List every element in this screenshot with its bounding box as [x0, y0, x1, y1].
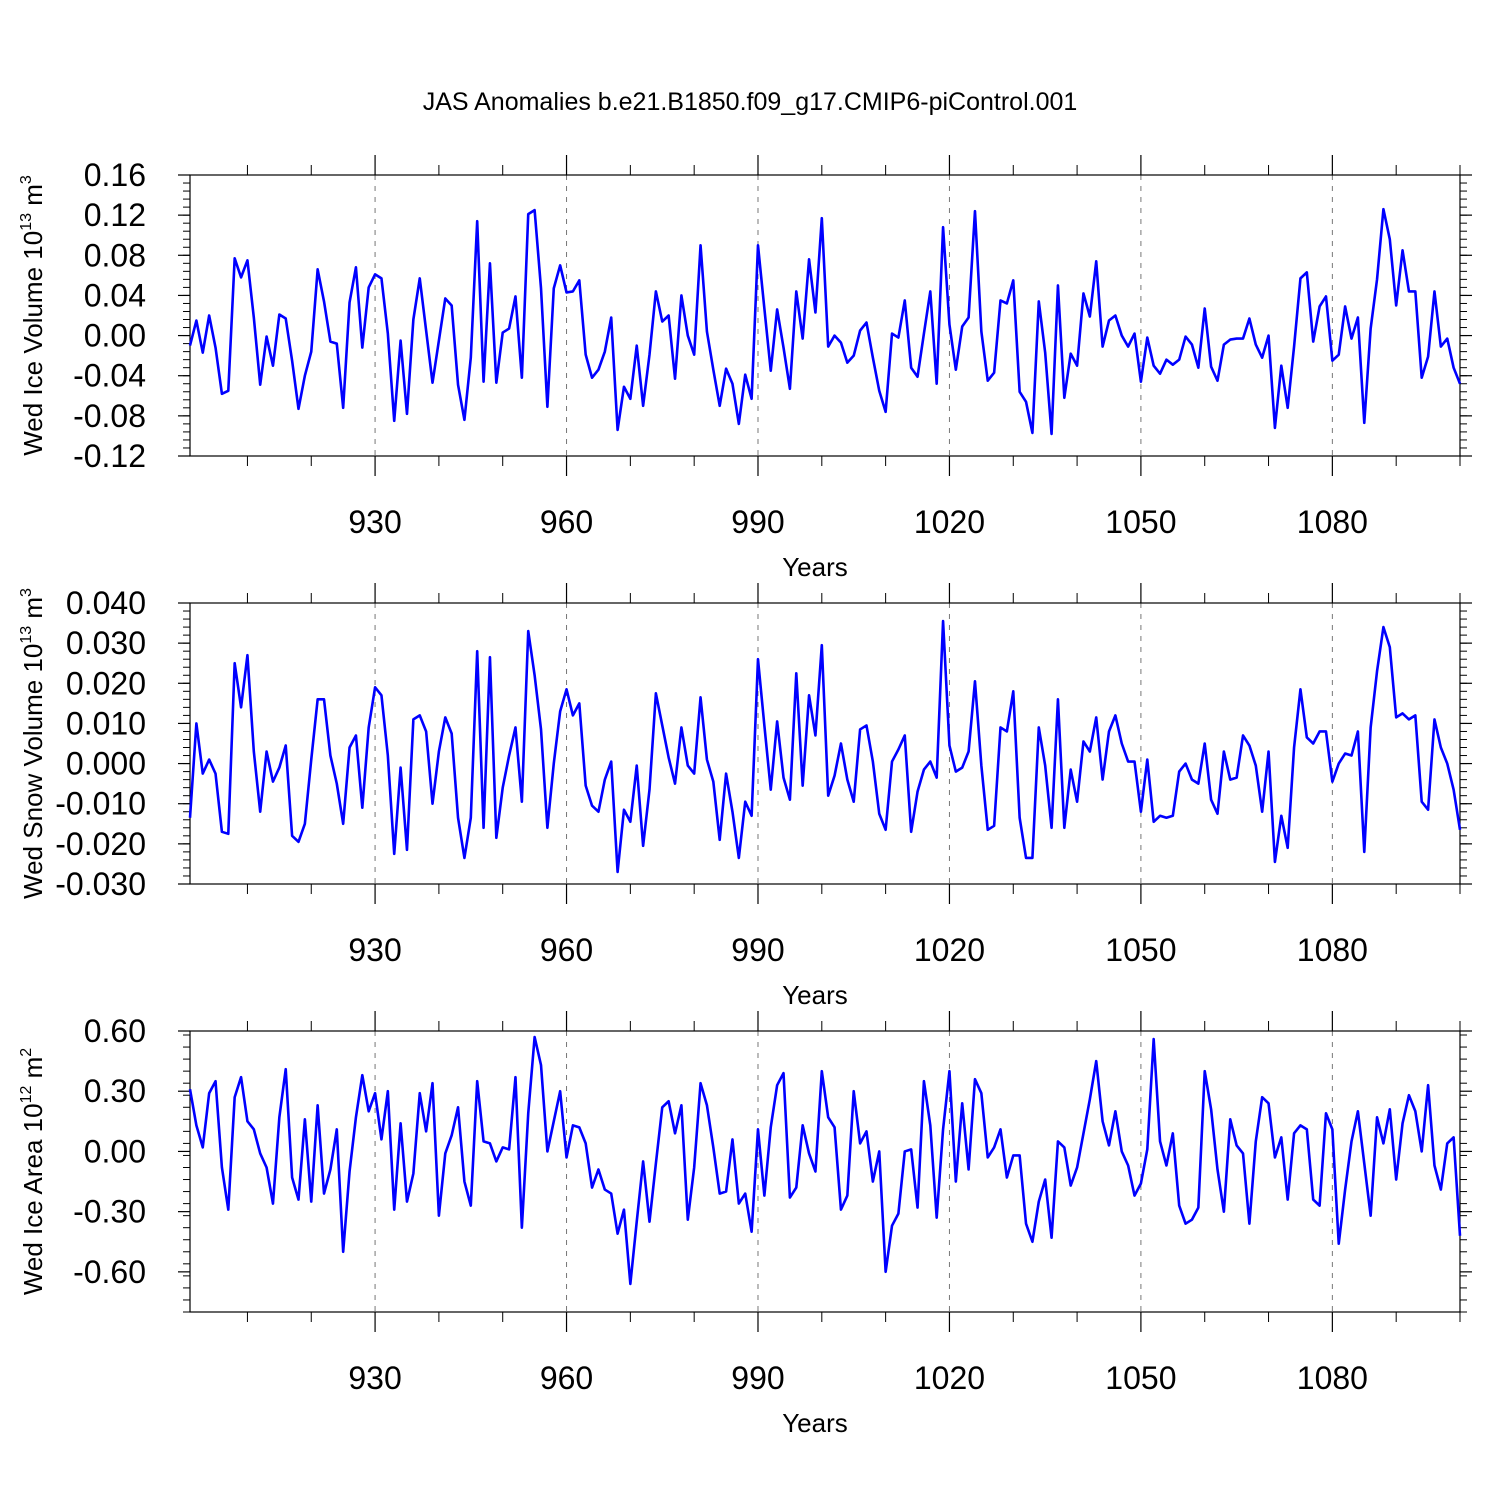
- y-tick-label: 0.12: [84, 197, 146, 233]
- x-tick-label: 990: [731, 1360, 784, 1396]
- x-tick-label: 990: [731, 504, 784, 540]
- y-axis-label-exponent: 12: [18, 1086, 35, 1104]
- x-tick-label: 1050: [1105, 1360, 1176, 1396]
- x-axis-label: Years: [782, 552, 848, 582]
- y-tick-label: 0.00: [84, 318, 146, 354]
- y-tick-label: -0.08: [73, 398, 146, 434]
- y-tick-label: 0.020: [66, 665, 146, 701]
- panel-snow-volume: 930 960 990 1020 1050 1080 -0.030 -0.020 -0.010 0…: [18, 583, 1472, 1010]
- x-tick-label: 1020: [914, 504, 985, 540]
- series-line-ice-volume: [188, 207, 1462, 436]
- panels-group: 930 960 990 1020 1050 1080 -0.12 -0.08 -0.04 0.00…: [18, 155, 1472, 1438]
- x-tick-label: 1080: [1297, 1360, 1368, 1396]
- y-axis-label-unit: m: [18, 1057, 48, 1086]
- x-axis-label: Years: [782, 1408, 848, 1438]
- y-tick-label: 0.16: [84, 157, 146, 193]
- y-tick-label: 0.30: [84, 1073, 146, 1109]
- x-tick-label: 1080: [1297, 932, 1368, 968]
- y-tick-label: -0.04: [73, 358, 146, 394]
- y-axis-label-unit: m: [18, 597, 48, 626]
- x-tick-label: 930: [348, 1360, 401, 1396]
- y-axis-label-unit: m: [18, 184, 48, 213]
- y-tick-label: -0.030: [55, 866, 146, 902]
- y-axis-label-unit-exponent: 3: [18, 588, 35, 597]
- y-axis-label-unit-exponent: 2: [18, 1048, 35, 1057]
- x-tick-label: 1020: [914, 1360, 985, 1396]
- plot-frame: [189, 1030, 1461, 1313]
- x-tick-label: 1080: [1297, 504, 1368, 540]
- y-tick-label: 0.04: [84, 277, 146, 313]
- x-tick-label: 1050: [1105, 504, 1176, 540]
- x-tick-label: 1020: [914, 932, 985, 968]
- y-tick-label: 0.000: [66, 746, 146, 782]
- x-tick-label: 990: [731, 932, 784, 968]
- y-axis-label-exponent: 13: [18, 626, 35, 644]
- x-tick-label: 930: [348, 504, 401, 540]
- x-tick-label: 930: [348, 932, 401, 968]
- x-tick-label: 960: [540, 504, 593, 540]
- y-tick-label: -0.12: [73, 438, 146, 474]
- y-axis-label-text: Wed Ice Area 10: [18, 1103, 48, 1295]
- y-tick-label: -0.60: [73, 1254, 146, 1290]
- plot-frame: [189, 174, 1461, 457]
- series-line-ice-area: [188, 1035, 1462, 1286]
- y-axis-label-text: Wed Ice Volume 10: [18, 231, 48, 456]
- y-tick-label: 0.60: [84, 1013, 146, 1049]
- y-tick-label: 0.030: [66, 625, 146, 661]
- y-axis-label-unit-exponent: 3: [18, 175, 35, 184]
- y-tick-label: -0.020: [55, 826, 146, 862]
- y-axis-label-text: Wed Snow Volume 10: [18, 644, 48, 899]
- y-axis-label: Wed Ice Area 1012 m2: [18, 1048, 48, 1295]
- panel-ice-volume: 930 960 990 1020 1050 1080 -0.12 -0.08 -0.04 0.00…: [18, 155, 1472, 582]
- y-tick-label: 0.00: [84, 1133, 146, 1169]
- y-axis-label: Wed Snow Volume 1013 m3: [18, 588, 48, 899]
- x-tick-label: 1050: [1105, 932, 1176, 968]
- x-axis-label: Years: [782, 980, 848, 1010]
- y-tick-label: 0.040: [66, 585, 146, 621]
- y-tick-label: 0.010: [66, 705, 146, 741]
- panel-ice-area: 930 960 990 1020 1050 1080 -0.60 -0.30 0.00 0.30 0…: [18, 1011, 1472, 1438]
- y-axis-label: Wed Ice Volume 1013 m3: [18, 175, 48, 456]
- y-axis-label-exponent: 13: [18, 213, 35, 231]
- y-tick-label: -0.30: [73, 1194, 146, 1230]
- figure-title: JAS Anomalies b.e21.B1850.f09_g17.CMIP6-…: [423, 88, 1078, 116]
- series-line-snow-volume: [188, 619, 1462, 874]
- y-tick-label: -0.010: [55, 786, 146, 822]
- x-tick-label: 960: [540, 932, 593, 968]
- y-tick-label: 0.08: [84, 237, 146, 273]
- plot-frame: [189, 602, 1461, 885]
- x-tick-label: 960: [540, 1360, 593, 1396]
